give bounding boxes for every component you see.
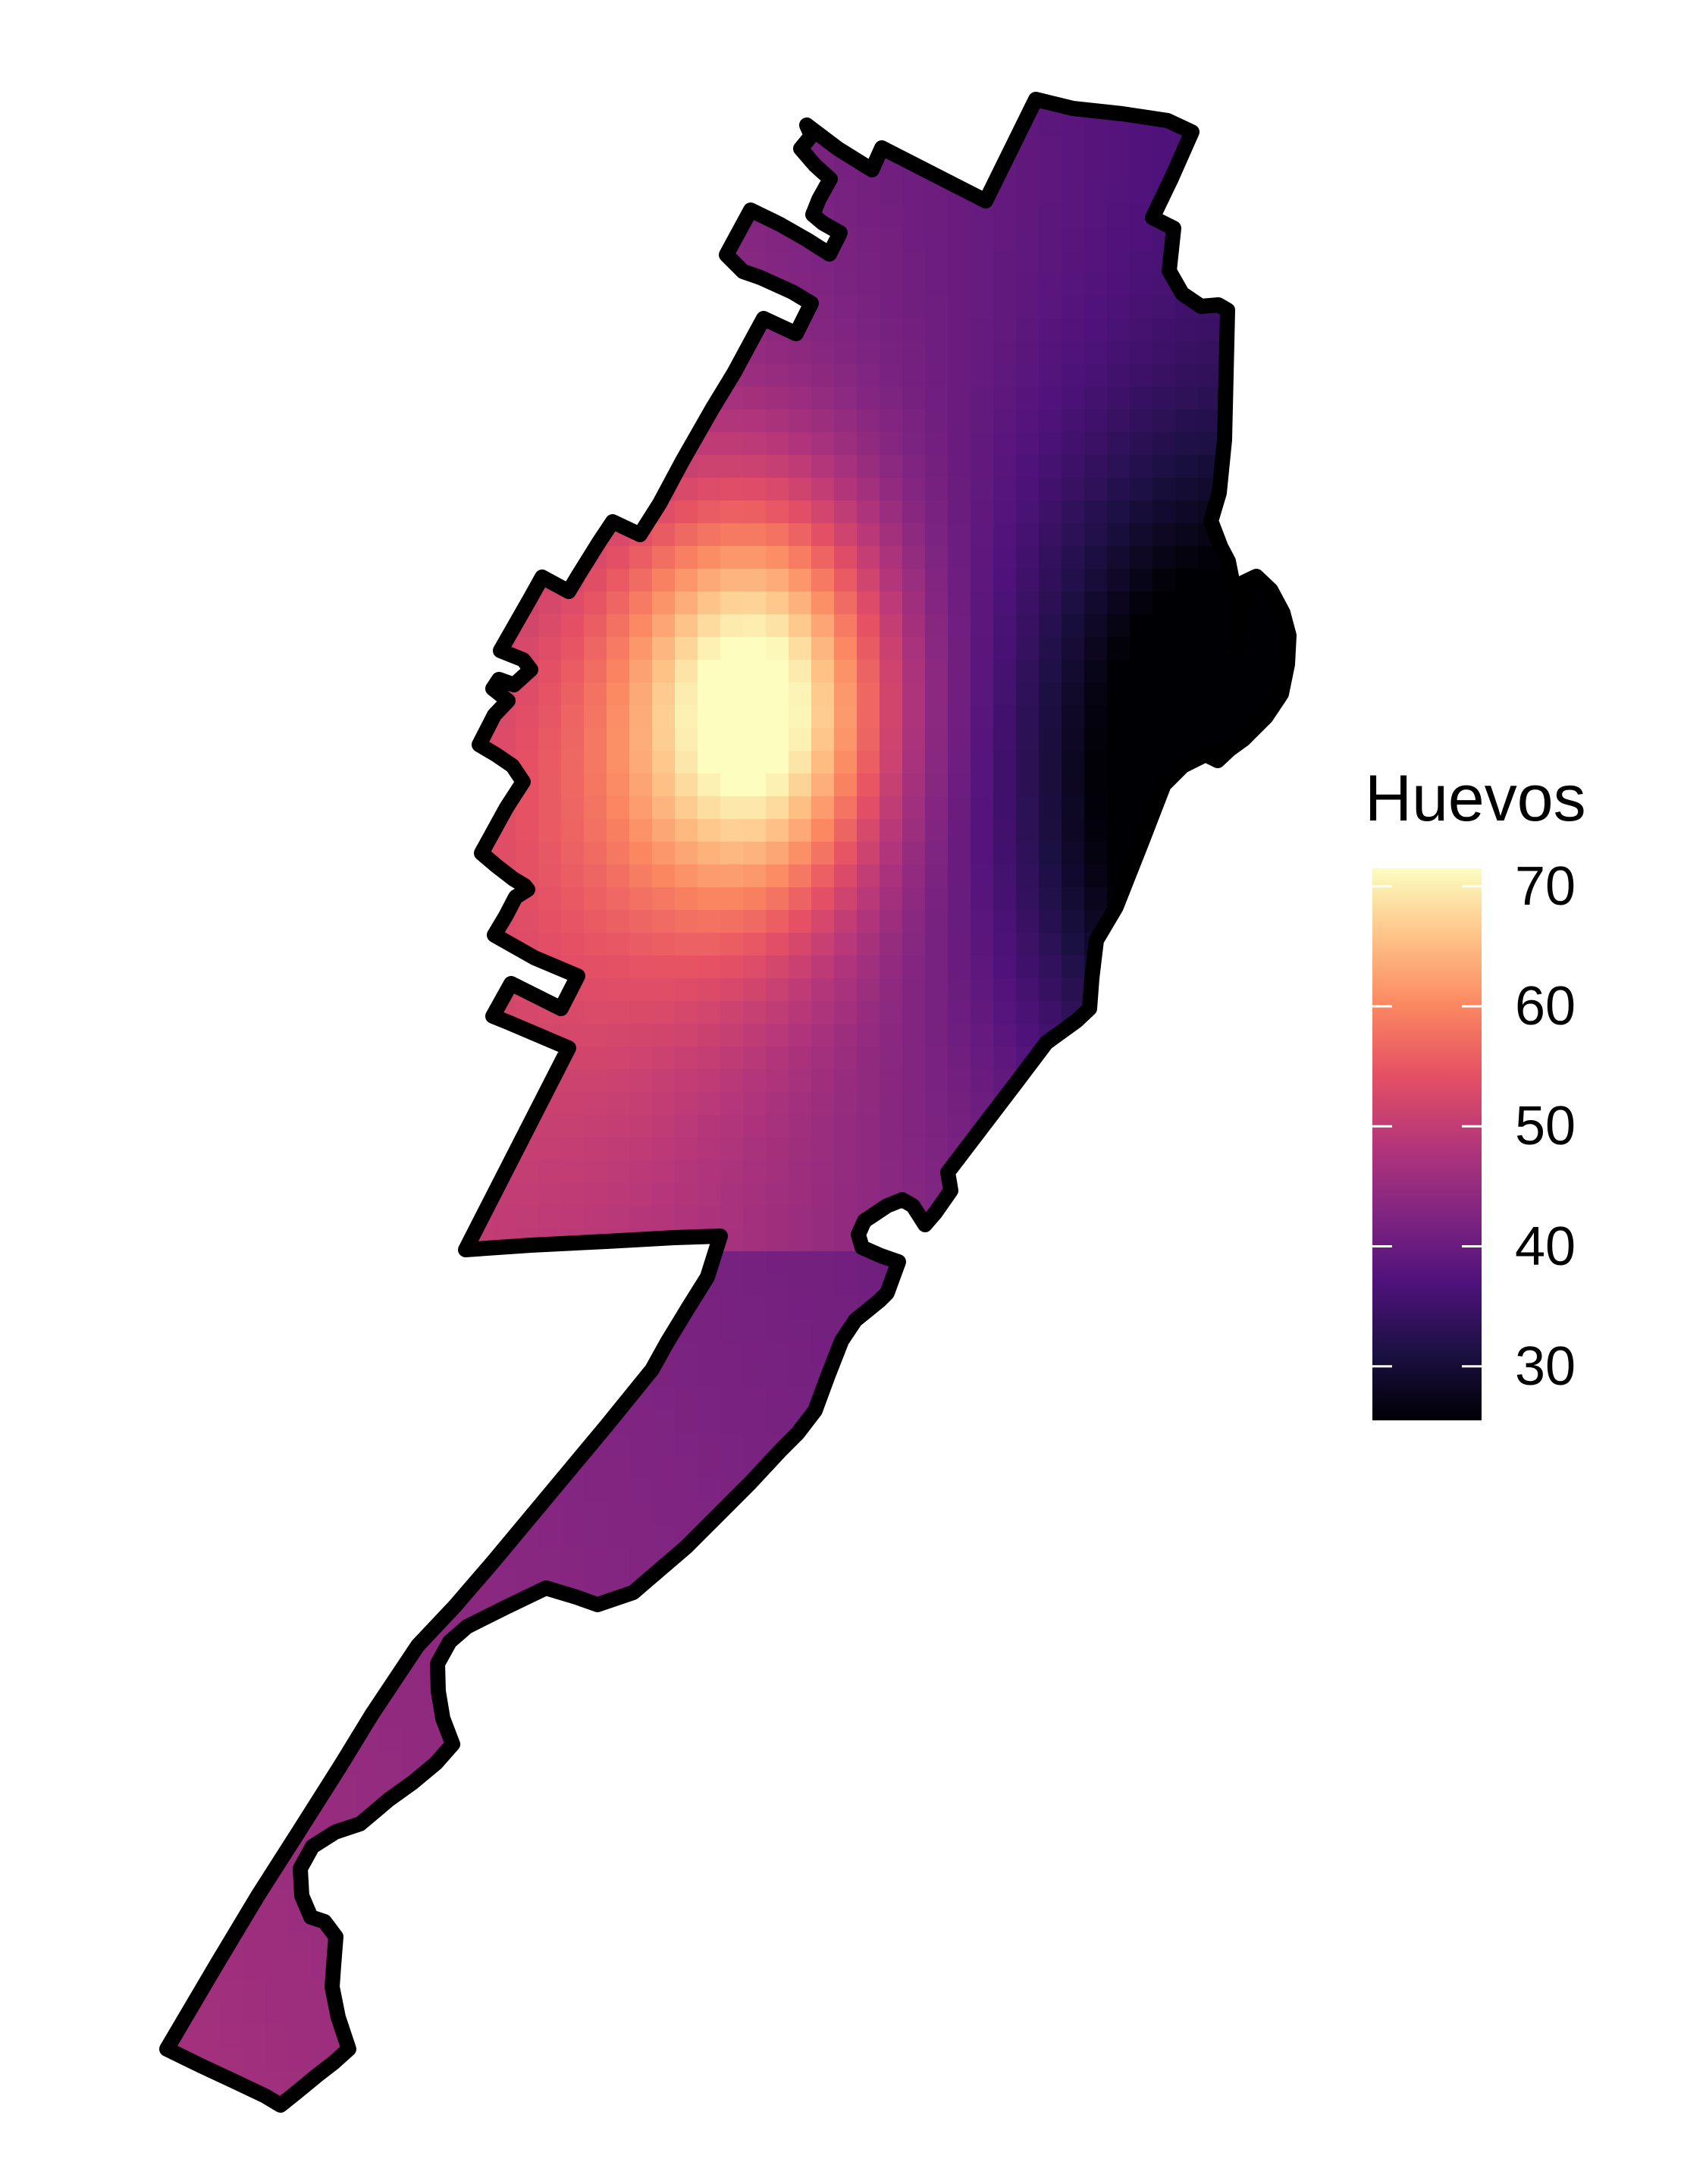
color-legend: Huevos 70 60 50 40 30 (1365, 766, 1607, 1433)
legend-tick-label: 60 (1515, 976, 1576, 1037)
legend-tick-label: 70 (1515, 855, 1576, 917)
region-outline (159, 92, 1297, 2113)
legend-colorbar (1372, 868, 1482, 1420)
legend-tick-label: 30 (1515, 1335, 1576, 1397)
legend-title: Huevos (1365, 762, 1586, 835)
legend-tick-label: 40 (1515, 1216, 1576, 1277)
legend-tick-label: 50 (1515, 1096, 1576, 1157)
density-raster (167, 99, 1289, 2105)
